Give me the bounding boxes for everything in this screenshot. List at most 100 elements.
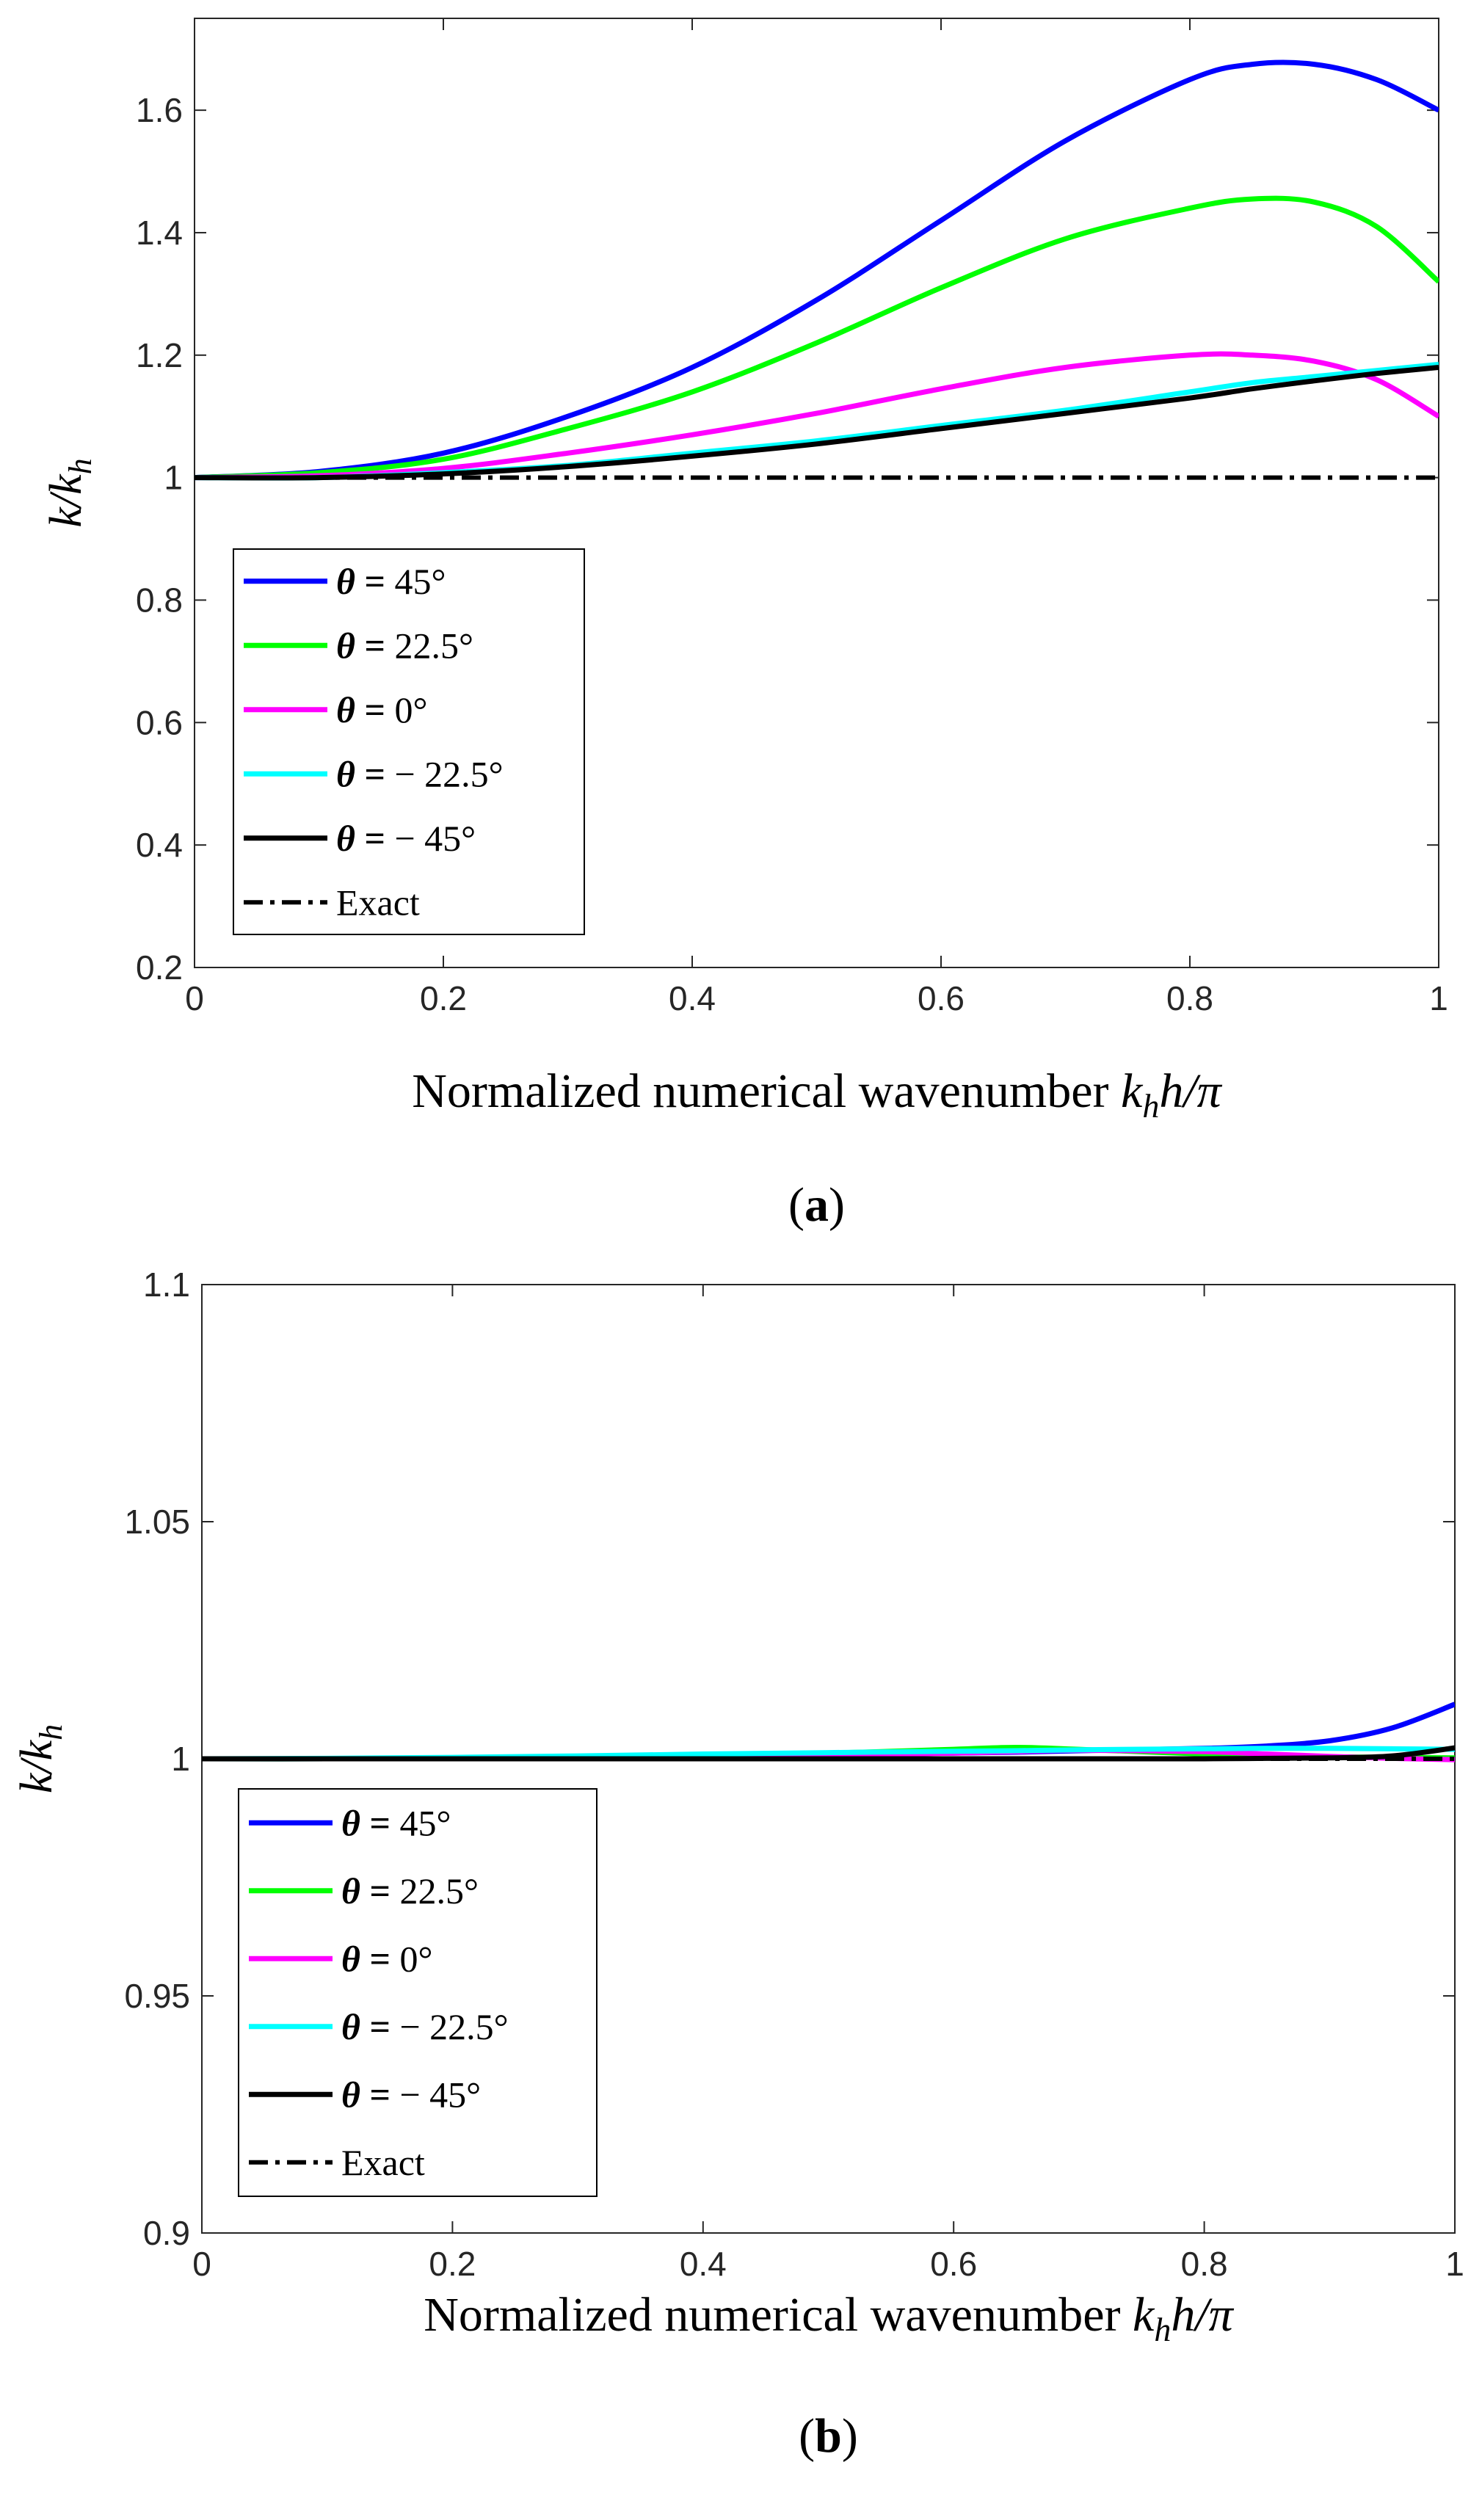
panel-caption: (a) (788, 1178, 845, 1232)
legend-entry: θ = − 45° (341, 2074, 481, 2115)
theta-value: 0° (399, 1938, 432, 1979)
x-label-tail: /π (1180, 1064, 1222, 1118)
x-tick-label: 0.4 (680, 2245, 727, 2283)
legend-entry: θ = 22.5° (336, 625, 473, 666)
theta-value: 45° (429, 2074, 481, 2115)
equals: = (355, 689, 395, 730)
x-tick-label: 0.8 (1181, 2245, 1228, 2283)
spacer (421, 2006, 430, 2047)
x-tick-label: 1 (1429, 979, 1448, 1017)
y-label-text: k/k (12, 1739, 62, 1793)
series-group (195, 59, 1439, 481)
theta-value: 22.5° (424, 753, 504, 794)
y-tick-label: 0.9 (143, 2214, 190, 2252)
theta-symbol: θ (341, 2074, 360, 2115)
y-tick-label: 0.8 (136, 581, 183, 619)
theta-symbol: θ (336, 625, 355, 666)
y-tick-label: 0.2 (136, 948, 183, 987)
x-tick-label: 0.2 (420, 979, 467, 1017)
equals: = (360, 1870, 400, 1911)
legend: θ = 45°θ = 22.5°θ = 0°θ = − 22.5°θ = − 4… (238, 1788, 598, 2197)
legend-entry: θ = 0° (341, 1938, 432, 1979)
y-label-text: k/k (41, 473, 91, 528)
legend-box (238, 1788, 598, 2197)
series-line-0 (195, 351, 1439, 481)
x-label-h: h (1159, 1064, 1183, 1118)
y-tick-label: 0.6 (136, 703, 183, 741)
series-group (202, 1702, 1455, 1762)
caption-letter: b (815, 2409, 842, 2463)
y-label-sub: h (33, 1724, 69, 1740)
chart-panel-a: 0 0.2 0.4 0.6 0.8 10.20.40.60.811.21.41.6θ = … (41, 18, 1448, 1232)
caption-paren-open: ( (799, 2409, 815, 2463)
legend-entry: Exact (341, 2142, 425, 2183)
theta-symbol: θ (336, 753, 355, 794)
x-label-sub: h (1154, 2311, 1171, 2348)
theta-value: 22.5° (399, 1870, 479, 1911)
x-tick-label: 0 (185, 979, 204, 1017)
theta-value: 45° (424, 818, 476, 859)
y-tick-label: 0.4 (136, 826, 183, 864)
legend-entry: θ = 45° (336, 561, 446, 602)
spacer (421, 2074, 430, 2115)
theta-symbol: θ (341, 1938, 360, 1979)
x-axis-label: Normalized numerical wavenumber khh/π (424, 2288, 1234, 2348)
theta-symbol: θ (336, 689, 355, 730)
legend-entry: θ = − 22.5° (336, 753, 504, 794)
legend-entry: Exact (336, 882, 420, 923)
x-tick-label: 0.8 (1166, 979, 1213, 1017)
x-label-tail: /π (1192, 2288, 1234, 2342)
y-tick-label: 1 (164, 459, 183, 497)
theta-symbol: θ (341, 2006, 360, 2047)
legend-entry: θ = − 22.5° (341, 2006, 509, 2047)
y-tick-label: 1.05 (124, 1503, 190, 1541)
y-label-sub: h (62, 458, 98, 474)
theta-symbol: θ (336, 561, 355, 602)
y-axis-label: k/kh (12, 1724, 69, 1793)
x-label-text: Normalized numerical wavenumber (412, 1064, 1121, 1118)
panel-caption: (b) (799, 2409, 858, 2463)
y-tick-label: 1.4 (136, 214, 183, 252)
x-axis-label: Normalized numerical wavenumber khh/π (412, 1064, 1222, 1125)
x-tick-label: 0.2 (429, 2245, 476, 2283)
x-tick-label: 0 (192, 2245, 211, 2283)
equals: = (360, 1802, 400, 1843)
y-tick-label: 1 (171, 1740, 190, 1778)
x-label-sub: h (1142, 1087, 1159, 1125)
y-axis-label: k/kh (41, 458, 98, 527)
x-tick-label: 0.4 (669, 979, 716, 1017)
minus-sign: − (394, 753, 415, 794)
equals: = (355, 625, 395, 666)
x-tick-label: 0.6 (930, 2245, 977, 2283)
theta-value: 0° (394, 689, 427, 730)
caption-letter: a (804, 1178, 829, 1232)
spacer (415, 753, 425, 794)
theta-value: 22.5° (394, 625, 473, 666)
y-tick-label: 1.6 (136, 91, 183, 129)
minus-sign: − (394, 818, 415, 859)
theta-symbol: θ (341, 1870, 360, 1911)
equals: = (355, 753, 395, 794)
x-tick-label: 0.6 (918, 979, 965, 1017)
caption-paren-close: ) (842, 2409, 858, 2463)
spacer (415, 818, 425, 859)
y-tick-label: 1.1 (143, 1266, 190, 1304)
theta-value: 22.5° (429, 2006, 509, 2047)
legend-box (233, 548, 585, 935)
x-label-k: k (1133, 2288, 1155, 2342)
y-tick-label: 0.95 (124, 1977, 190, 2015)
x-label-k: k (1121, 1064, 1144, 1118)
equals: = (360, 2074, 400, 2115)
series-line-22-5 (195, 195, 1439, 481)
series-line-neg-45 (195, 365, 1439, 481)
x-label-text: Normalized numerical wavenumber (424, 2288, 1133, 2342)
theta-symbol: θ (336, 818, 355, 859)
legend-entry: θ = 22.5° (341, 1870, 479, 1911)
caption-paren-close: ) (829, 1178, 845, 1232)
legend-entry: θ = 0° (336, 689, 427, 730)
minus-sign: − (399, 2074, 420, 2115)
x-label-h: h (1171, 2288, 1195, 2342)
equals: = (355, 561, 395, 602)
